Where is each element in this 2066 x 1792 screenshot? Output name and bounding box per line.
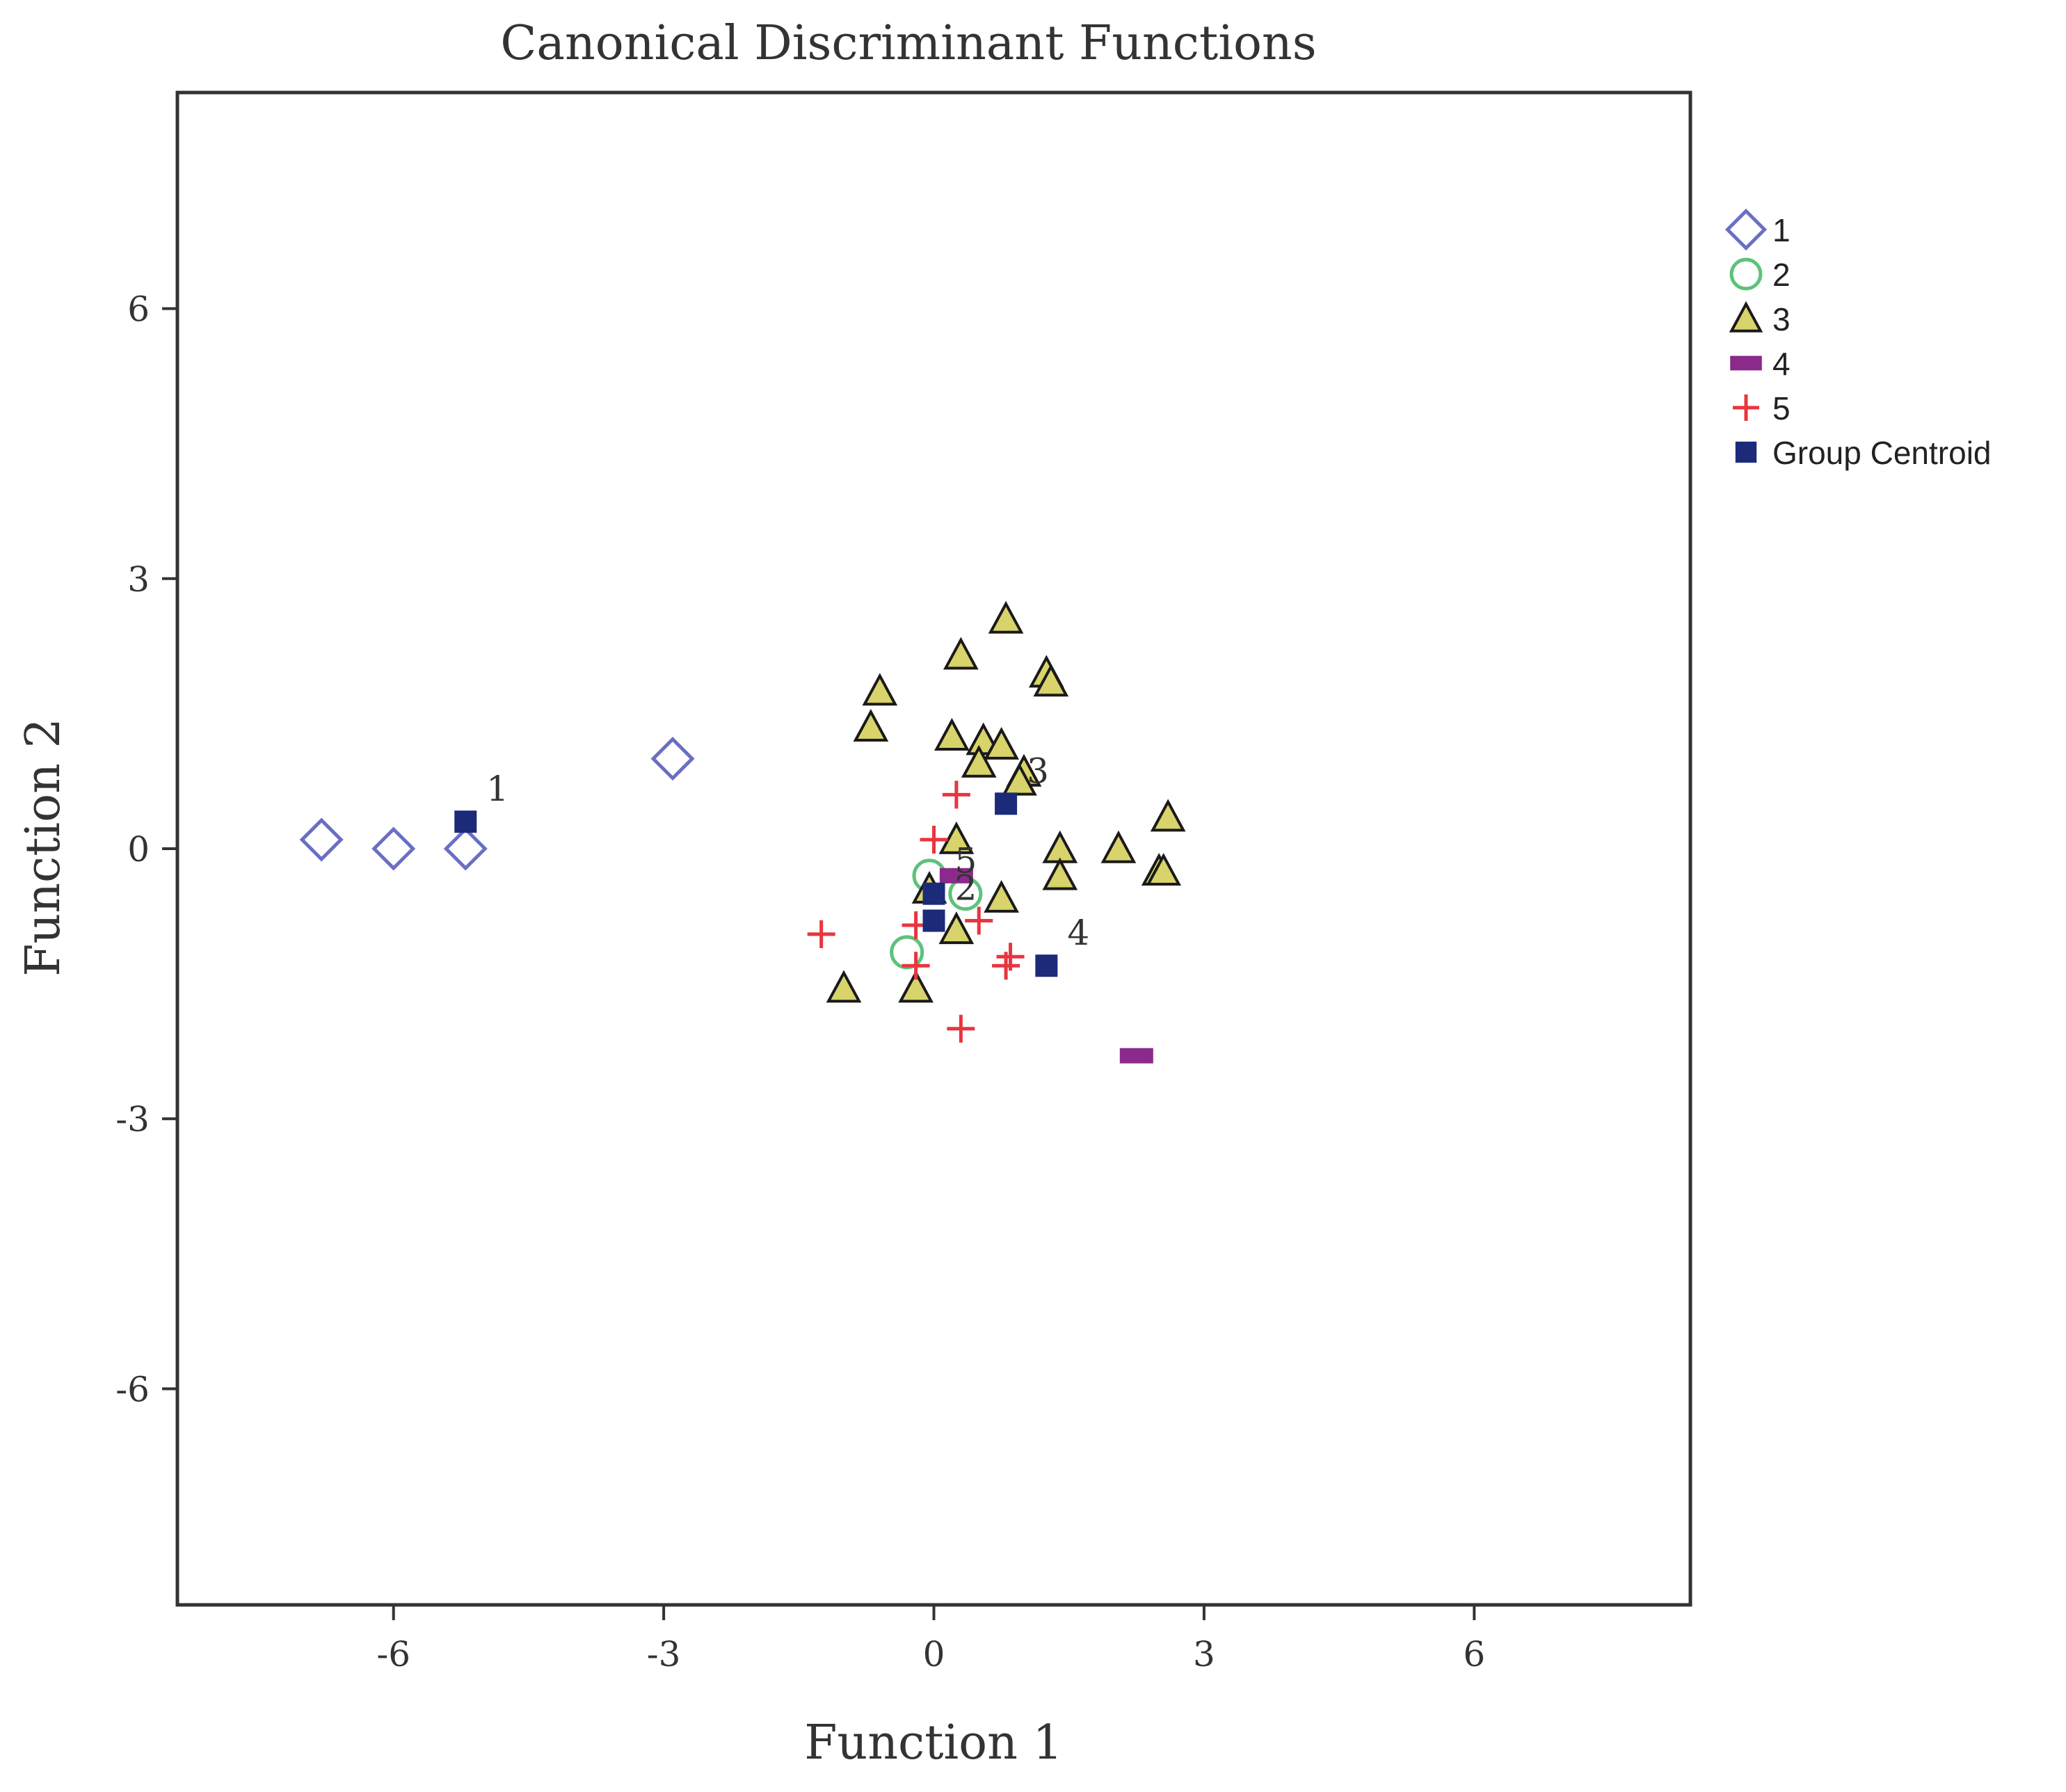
centroid-label: 1 <box>486 769 509 809</box>
legend-label: 1 <box>1772 212 1791 248</box>
data-point <box>826 970 862 1003</box>
series-diamond <box>299 737 695 871</box>
x-tick-label: 0 <box>923 1634 945 1674</box>
legend-symbol <box>1724 208 1768 251</box>
chart-title: Canonical Discriminant Functions <box>500 16 1316 71</box>
y-axis-ticks: -6 -3 0 3 6 <box>115 289 177 1409</box>
x-tick-label: -3 <box>647 1634 681 1674</box>
legend-symbol <box>1733 394 1759 421</box>
centroid-label: 5 <box>955 841 977 881</box>
centroid-label: 3 <box>1027 751 1049 791</box>
legend-label: 3 <box>1772 301 1791 337</box>
data-point <box>1002 762 1037 796</box>
data-point <box>898 970 934 1003</box>
y-tick-label: -3 <box>115 1099 150 1139</box>
legend-item: 1 <box>1724 208 1791 251</box>
data-point <box>853 709 889 742</box>
data-point <box>938 911 975 945</box>
centroid-marker <box>922 882 945 905</box>
legend-item: Group Centroid <box>1735 435 1992 471</box>
data-point <box>965 906 993 935</box>
centroid-marker <box>454 810 477 833</box>
data-point <box>1119 1048 1153 1064</box>
x-tick-label: 6 <box>1463 1634 1485 1674</box>
y-tick-label: 3 <box>127 559 150 600</box>
legend-item: 5 <box>1733 390 1791 426</box>
data-point <box>1042 857 1078 890</box>
data-point <box>938 821 975 854</box>
series-square: 1 2 3 4 5 <box>454 751 1089 977</box>
series-triangle <box>826 600 1186 1003</box>
data-points: 1 2 3 4 5 <box>299 600 1186 1064</box>
data-point <box>1150 799 1186 832</box>
x-tick-label: 3 <box>1193 1634 1215 1674</box>
legend-label: 5 <box>1772 390 1791 426</box>
centroid-marker <box>922 909 945 932</box>
series-plus <box>807 781 1025 1043</box>
x-axis-ticks: -6 -3 0 3 6 <box>376 1605 1485 1674</box>
data-point <box>1100 830 1137 863</box>
data-point <box>939 867 973 883</box>
data-point <box>947 1014 975 1043</box>
legend-symbol <box>1729 301 1763 333</box>
centroid-label: 4 <box>1067 913 1089 953</box>
data-point <box>299 817 344 862</box>
x-tick-label: -6 <box>376 1634 410 1674</box>
data-point <box>890 935 924 970</box>
series-bar <box>939 867 1153 1064</box>
centroid-marker <box>1035 954 1058 977</box>
data-point <box>942 781 970 809</box>
data-point <box>443 826 488 871</box>
data-point <box>371 826 416 871</box>
y-axis-label: Function 2 <box>16 718 71 977</box>
data-point <box>1146 853 1181 886</box>
legend-label: Group Centroid <box>1772 435 1992 471</box>
data-point <box>902 952 930 980</box>
y-tick-label: -6 <box>115 1369 150 1409</box>
data-point <box>650 737 695 781</box>
data-point <box>984 879 1019 913</box>
centroid-label: 2 <box>955 868 977 909</box>
y-tick-label: 6 <box>127 289 150 330</box>
legend-symbol <box>1729 257 1763 291</box>
legend-symbol <box>1730 355 1762 371</box>
data-point <box>984 726 1019 760</box>
legend-item: 2 <box>1729 257 1791 293</box>
data-point <box>992 952 1020 980</box>
y-tick-label: 0 <box>127 829 150 870</box>
data-point <box>943 637 979 670</box>
legend-label: 4 <box>1772 346 1791 382</box>
data-point <box>1033 664 1069 697</box>
data-point <box>961 744 997 778</box>
data-point <box>988 600 1024 634</box>
legend-item: 4 <box>1730 346 1791 382</box>
legend: 1 2 3 4 5 Group Centroid <box>1724 208 1992 471</box>
legend-symbol <box>1735 441 1757 463</box>
legend-label: 2 <box>1772 257 1791 293</box>
data-point <box>807 920 835 948</box>
data-point <box>862 673 898 706</box>
legend-item: 3 <box>1729 301 1791 337</box>
data-point <box>920 826 948 854</box>
data-point <box>934 718 970 751</box>
centroid-marker <box>995 792 1018 815</box>
x-axis-label: Function 1 <box>804 1715 1063 1770</box>
